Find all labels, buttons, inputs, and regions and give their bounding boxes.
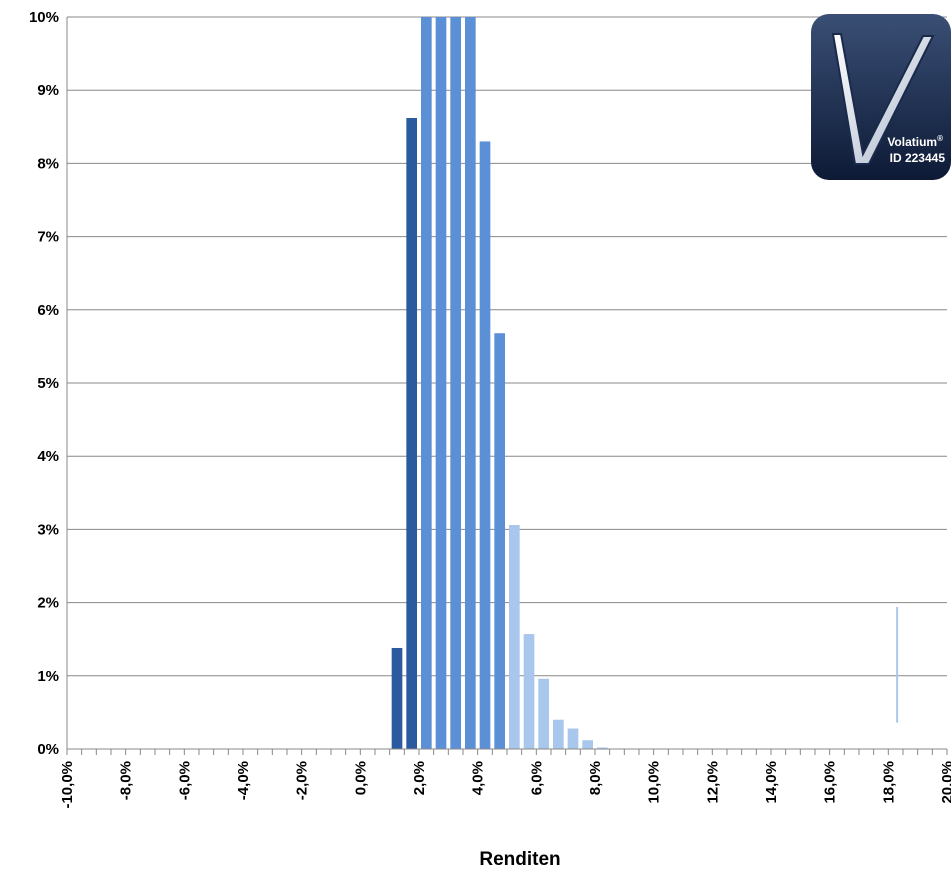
bar [479,141,491,749]
x-tick-label: -6,0% [176,761,193,800]
logo-id: ID 223445 [890,151,946,165]
bar [450,17,461,749]
x-tick-label: 14,0% [763,761,780,804]
y-tick-label: 9% [37,82,59,99]
x-tick-label: 16,0% [822,761,839,804]
y-tick-label: 2% [37,595,59,612]
bar [465,17,476,749]
y-tick-label: 7% [37,229,59,246]
bar [494,333,505,749]
x-tick-label: 18,0% [880,761,897,804]
x-tick-label: 12,0% [704,761,721,804]
x-tick-label: -8,0% [118,761,135,800]
y-tick-label: 1% [37,668,59,685]
x-tick-label: -4,0% [235,761,252,800]
bar [435,17,447,749]
y-tick-label: 3% [37,521,59,538]
x-tick-label: 4,0% [470,761,487,795]
bar [421,17,432,749]
bar [523,634,535,749]
y-tick-label: 5% [37,375,59,392]
logo-brand: Volatium® [887,134,943,149]
x-tick-label: -10,0% [59,761,76,809]
gridlines [67,16,947,677]
volatium-logo: Volatium® ID 223445 [811,14,951,180]
bar [597,747,608,749]
x-tick-label: 6,0% [528,761,545,795]
bar [391,647,403,749]
bar [553,719,564,749]
x-tick-label: -2,0% [294,761,311,800]
y-axis-ticks: 0% 1% 2% 3% 4% 5% 6% 7% 8% 9% 10% [29,9,59,758]
x-axis-label: Renditen [479,849,560,870]
bar [509,525,520,749]
x-axis-ticks: -10,0% -8,0% -6,0% -4,0% -2,0% 0,0% 2,0% 4,0% 6,… [59,761,951,809]
bar [567,728,579,749]
x-axis [66,17,948,755]
x-tick-label: 0,0% [352,761,369,795]
bar [538,678,549,749]
bar [582,740,593,749]
y-tick-label: 6% [37,302,59,319]
x-tick-label: 10,0% [646,761,663,804]
bar [406,118,417,750]
y-tick-label: 4% [37,448,59,465]
y-tick-label: 0% [37,741,59,758]
x-tick-label: 2,0% [411,761,428,795]
y-tick-label: 10% [29,9,59,26]
bars [391,17,899,750]
x-tick-label: 8,0% [587,761,604,795]
y-tick-label: 8% [37,155,59,172]
v-mark-icon [831,33,935,165]
x-tick-label: 20,0% [939,761,951,804]
